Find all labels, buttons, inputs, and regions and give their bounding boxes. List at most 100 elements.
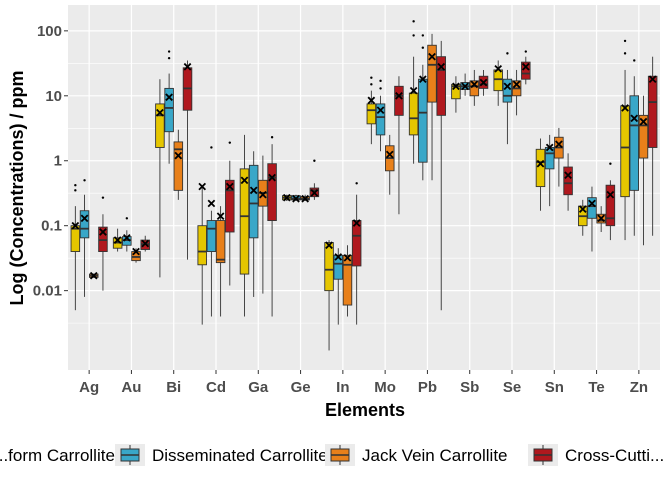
outlier-point	[412, 34, 415, 37]
outlier-point	[167, 56, 171, 60]
box-pb-3	[436, 40, 446, 311]
outlier-point	[167, 50, 171, 53]
mean-marker	[343, 253, 352, 262]
box-pb-2	[427, 33, 437, 181]
mean-marker	[545, 143, 554, 152]
box-te-2	[596, 206, 606, 232]
x-axis-title: Elements	[325, 400, 405, 420]
mean-marker	[310, 189, 319, 197]
outlier-point	[210, 146, 213, 149]
mean-marker	[216, 212, 225, 221]
mean-marker	[555, 140, 563, 149]
mean-marker	[80, 214, 89, 223]
legend: ...form Carrollite Disseminated Carrollit…	[0, 444, 664, 466]
outlier-point	[83, 179, 86, 182]
box-iqr	[587, 197, 597, 219]
mean-marker	[470, 80, 479, 89]
box-iqr	[366, 103, 377, 125]
box-iqr	[79, 210, 90, 239]
box-iqr	[620, 105, 630, 198]
box-se-1	[502, 52, 513, 145]
y-axis-title: Log (Concentrations) / ppm	[7, 71, 27, 306]
box-iqr	[239, 168, 250, 275]
box-se-3	[521, 50, 531, 85]
box-iqr	[638, 114, 649, 159]
mean-marker	[395, 91, 403, 100]
mean-marker	[367, 96, 376, 105]
box-zn-2	[638, 95, 649, 246]
mean-marker	[132, 247, 140, 256]
x-tick-label: Ge	[291, 379, 311, 396]
mean-marker	[521, 62, 530, 71]
box-cd-2	[215, 206, 226, 317]
mean-marker	[183, 62, 192, 71]
box-iqr	[408, 92, 419, 136]
x-tick-label: Mo	[374, 379, 396, 396]
box-pb-1	[418, 34, 428, 181]
box-ge-3	[309, 159, 320, 200]
mean-marker	[376, 106, 385, 115]
outlier-point	[74, 184, 77, 187]
mean-marker	[564, 171, 572, 179]
box-iqr	[427, 44, 437, 103]
mean-marker	[621, 104, 629, 112]
y-tick-label: 100	[37, 23, 62, 40]
box-iqr	[206, 220, 217, 252]
box-cd-3	[225, 141, 235, 286]
mean-marker	[268, 173, 276, 182]
x-tick-label: Se	[503, 379, 521, 396]
box-bi-3	[182, 60, 193, 260]
box-iqr	[215, 220, 226, 264]
outlier-point	[370, 76, 373, 79]
legend-item: ...form Carrollite	[0, 446, 115, 465]
box-sn-3	[563, 153, 573, 211]
box-in-0	[324, 240, 334, 351]
mean-marker	[141, 239, 150, 248]
outlier-point	[74, 189, 77, 192]
mean-marker	[536, 159, 545, 168]
outlier-point	[609, 162, 612, 165]
box-zn-3	[647, 56, 658, 236]
y-tick-label: 0.1	[41, 218, 62, 235]
outlier-point	[421, 34, 425, 37]
box-au-3	[140, 235, 150, 252]
box-te-3	[605, 162, 616, 241]
mean-marker	[71, 221, 80, 230]
box-au-1	[122, 217, 132, 252]
box-zn-1	[629, 59, 640, 236]
box-iqr	[70, 225, 81, 252]
outlier-point	[623, 39, 627, 43]
box-mo-1	[375, 79, 386, 152]
box-ge-2	[300, 194, 310, 203]
outlier-point	[633, 59, 636, 62]
box-pb-0	[408, 20, 419, 164]
box-sn-2	[554, 127, 564, 187]
mean-marker	[578, 205, 587, 213]
boxes	[70, 20, 658, 351]
box-mo-3	[394, 76, 404, 215]
outlier-point	[506, 52, 509, 55]
mean-marker	[479, 78, 488, 87]
legend-item: Cross-Cutti...	[528, 444, 664, 466]
box-sb-1	[460, 73, 470, 96]
y-axis: 0.01 0.1 1 10 100	[33, 23, 68, 300]
mean-marker	[512, 80, 521, 89]
box-sb-3	[478, 69, 489, 96]
box-mo-0	[366, 76, 377, 145]
legend-label: Cross-Cutti...	[565, 446, 664, 465]
outlier-point	[355, 182, 358, 185]
mean-marker	[418, 75, 427, 84]
box-te-1	[587, 186, 597, 252]
mean-marker	[461, 82, 469, 91]
mean-marker	[428, 52, 436, 61]
x-axis: Ag Au Bi Cd Ga Ge In Mo Pb Sb Se Sn Te Zn	[79, 370, 648, 396]
mean-marker	[452, 82, 460, 91]
legend-key	[528, 444, 558, 466]
mean-marker	[225, 182, 234, 191]
outlier-point	[379, 87, 382, 90]
box-se-2	[511, 69, 522, 116]
box-iqr	[535, 148, 546, 188]
box-iqr	[155, 103, 165, 148]
box-in-3	[351, 182, 362, 325]
